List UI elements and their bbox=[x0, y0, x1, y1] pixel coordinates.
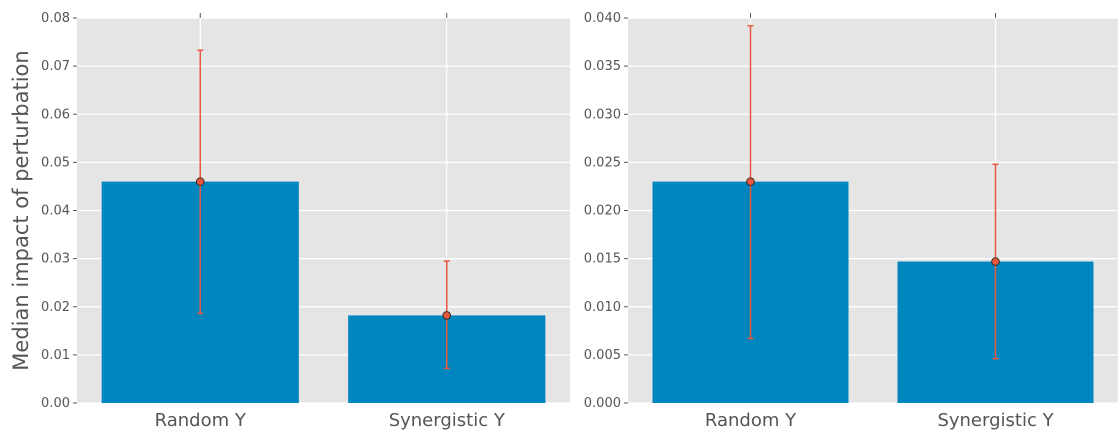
median-marker bbox=[746, 177, 755, 186]
y-tick-label: 0.000 bbox=[584, 396, 621, 411]
x-tick-label: Random Y bbox=[705, 410, 797, 431]
x-tick-label: Random Y bbox=[155, 410, 247, 431]
y-tick-label: 0.06 bbox=[41, 107, 70, 122]
x-tick-label: Synergistic Y bbox=[389, 410, 506, 431]
y-tick-label: 0.005 bbox=[584, 348, 621, 363]
left-panel: 0.00 0.01 0.02 0.03 0.04 0.05 0.06 0.07 0.08 Rand… bbox=[9, 11, 570, 431]
median-marker bbox=[442, 311, 452, 320]
median-marker bbox=[195, 177, 205, 186]
y-tick-label: 0.01 bbox=[41, 348, 70, 363]
y-tick-label: 0.020 bbox=[584, 204, 621, 219]
y-tick-label: 0.025 bbox=[584, 155, 621, 170]
y-tick-label: 0.07 bbox=[41, 59, 70, 74]
y-tick-label: 0.02 bbox=[41, 300, 70, 315]
y-tick-label: 0.05 bbox=[41, 155, 70, 170]
median-marker bbox=[991, 257, 1000, 266]
y-tick-label: 0.030 bbox=[584, 107, 621, 122]
x-tick-label: Synergistic Y bbox=[937, 410, 1054, 431]
y-tick-label: 0.015 bbox=[584, 252, 621, 267]
right-panel: 0.000 0.005 0.010 0.015 0.020 0.025 0.030 0.035… bbox=[584, 11, 1118, 431]
y-tick-label: 0.010 bbox=[584, 300, 621, 315]
y-tick-label: 0.04 bbox=[41, 204, 70, 219]
y-tick-label: 0.035 bbox=[584, 59, 621, 74]
y-tick-label: 0.040 bbox=[584, 11, 621, 26]
y-tick-label: 0.00 bbox=[41, 396, 70, 411]
y-tick-label: 0.08 bbox=[41, 11, 70, 26]
y-axis-label: Median impact of perturbation bbox=[9, 50, 33, 370]
y-tick-label: 0.03 bbox=[41, 252, 70, 267]
